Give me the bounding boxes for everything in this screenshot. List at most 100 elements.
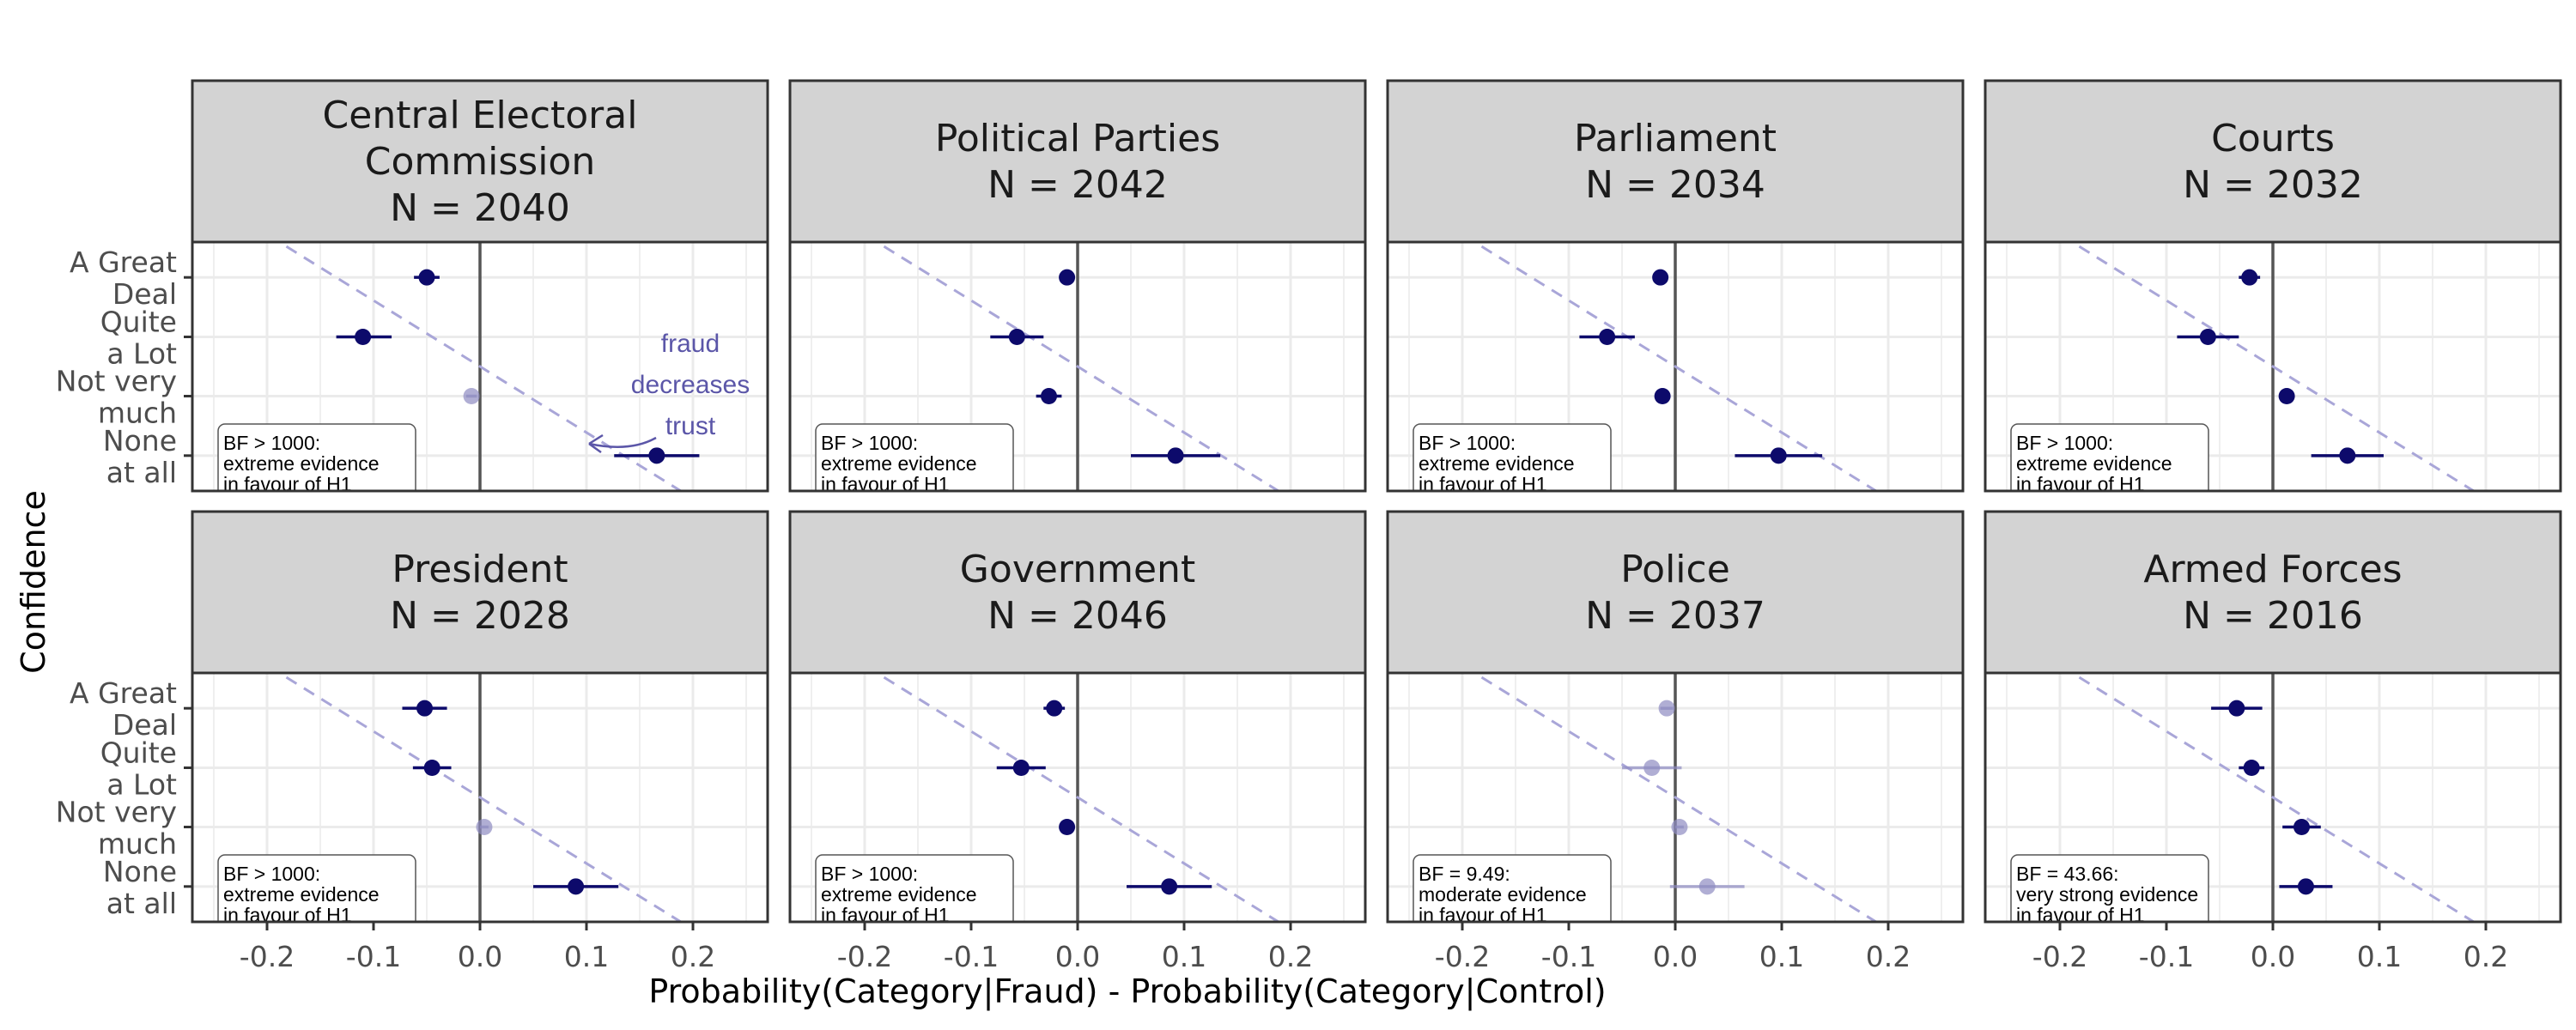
estimate-point: [1161, 878, 1178, 895]
y-tick-label: None: [103, 855, 177, 888]
estimate-point: [476, 819, 493, 836]
facet-n-label: N = 2016: [2183, 594, 2363, 638]
bf-label-text: in favour of H1: [1419, 473, 1547, 495]
bf-label-box: [217, 854, 416, 922]
bf-label-text: extreme evidence: [2016, 452, 2172, 475]
panel-border: [788, 240, 1367, 493]
estimate-point: [648, 447, 665, 464]
estimate-point: [1059, 269, 1076, 286]
estimate-point: [2243, 759, 2260, 776]
estimate-point: [1167, 447, 1184, 464]
bf-label-text: extreme evidence: [821, 452, 977, 475]
estimate-point: [1658, 700, 1675, 717]
estimate-point: [2228, 700, 2245, 717]
facet-title: Armed Forces: [2143, 548, 2402, 591]
bf-label-text: extreme evidence: [223, 452, 380, 475]
bf-label-text: BF = 43.66:: [2016, 863, 2119, 885]
y-tick-label: Not very: [56, 796, 177, 829]
y-tick-label: at all: [106, 887, 177, 920]
x-tick-label: 0.2: [1866, 940, 1911, 973]
facet-strip: [191, 510, 769, 675]
facet-title: Government: [960, 548, 1195, 591]
bf-label-text: in favour of H1: [1419, 904, 1547, 926]
x-tick-label: 0.0: [1055, 940, 1100, 973]
y-tick-label: much: [98, 827, 177, 861]
x-tick-label: -0.2: [240, 940, 295, 973]
estimate-point: [1698, 878, 1716, 895]
bf-label-text: BF > 1000:: [223, 432, 320, 454]
diagonal-guide-line: [874, 673, 1281, 922]
facet-strip: [1386, 79, 1965, 244]
y-tick-label: Quite: [100, 736, 177, 769]
y-axis-title: Confidence: [15, 490, 52, 674]
x-tick-label: 0.2: [2464, 940, 2508, 973]
bf-label-text: moderate evidence: [1419, 883, 1587, 906]
facet-title: Parliament: [1574, 117, 1777, 161]
facet-strip: [1984, 79, 2562, 244]
estimate-point: [1599, 328, 1616, 345]
x-tick-label: -0.2: [1435, 940, 1490, 973]
bf-label-text: in favour of H1: [2016, 473, 2145, 495]
x-tick-label: -0.1: [2139, 940, 2194, 973]
panel-border: [191, 240, 769, 493]
y-tick-label: None: [103, 424, 177, 457]
bf-label-box: [1413, 854, 1612, 922]
estimate-point: [2199, 328, 2216, 345]
estimate-point: [1008, 328, 1025, 345]
bf-label-box: [2010, 854, 2209, 922]
x-tick-label: -0.1: [346, 940, 401, 973]
y-tick-label: much: [98, 397, 177, 430]
estimate-point: [463, 388, 480, 405]
bf-label-text: in favour of H1: [223, 473, 352, 495]
y-tick-label: Deal: [112, 277, 177, 311]
facet-n-label: N = 2040: [390, 186, 570, 230]
facet-title: Police: [1620, 548, 1730, 591]
bf-label-text: BF > 1000:: [821, 432, 918, 454]
estimate-point: [423, 759, 440, 776]
x-tick-label: 0.1: [1162, 940, 1206, 973]
diagonal-guide-line: [1472, 242, 1879, 491]
estimate-point: [1671, 819, 1688, 836]
estimate-point: [416, 700, 434, 717]
y-tick-label: Deal: [112, 708, 177, 742]
bf-label-text: extreme evidence: [223, 883, 380, 906]
facet-n-label: N = 2046: [987, 594, 1168, 638]
estimate-point: [418, 269, 435, 286]
estimate-point: [2339, 447, 2356, 464]
bf-label-box: [815, 423, 1014, 491]
bf-label-box: [2010, 423, 2209, 491]
bf-label-text: very strong evidence: [2016, 883, 2198, 906]
facet-title: Political Parties: [935, 117, 1220, 161]
bf-label-text: in favour of H1: [821, 904, 950, 926]
estimate-point: [1041, 388, 1058, 405]
estimate-point: [355, 328, 372, 345]
x-tick-label: 0.0: [2251, 940, 2295, 973]
facet-n-label: N = 2034: [1585, 163, 1765, 207]
bf-label-text: extreme evidence: [1419, 452, 1575, 475]
bf-label-text: in favour of H1: [2016, 904, 2145, 926]
annotation-arrowhead: [588, 433, 604, 454]
facet-strip: [1386, 510, 1965, 675]
facet-strip: [788, 510, 1367, 675]
annotation-arrow: [588, 436, 657, 448]
facet-title: President: [392, 548, 568, 591]
y-tick-label: Quite: [100, 305, 177, 338]
y-tick-label: a Lot: [106, 336, 177, 370]
x-tick-label: 0.0: [1653, 940, 1698, 973]
facet-n-label: N = 2037: [1585, 594, 1765, 638]
